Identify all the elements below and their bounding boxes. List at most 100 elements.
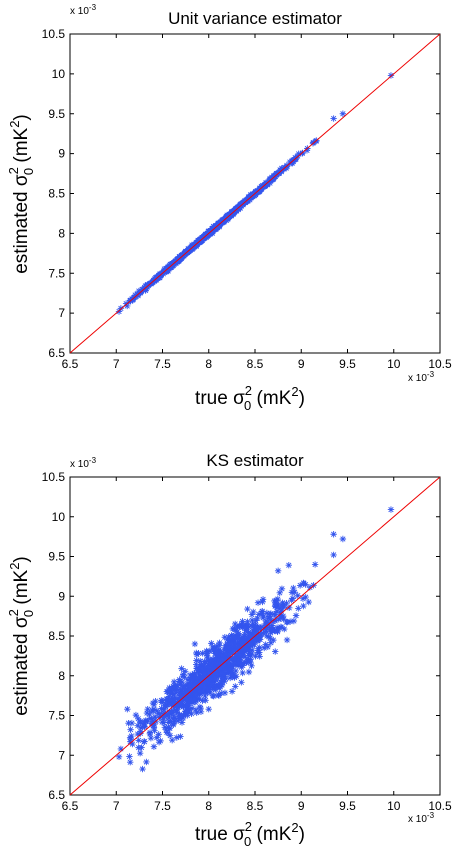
y-tick-label: 7.5 — [48, 266, 65, 280]
data-point — [263, 632, 271, 640]
data-point — [254, 599, 262, 606]
data-point — [227, 640, 234, 648]
data-point — [147, 734, 155, 742]
chart-unit-variance: Unit variance estimator 6.5 7 7.5 8 8.5 9 9.5 1… — [6, 3, 452, 413]
data-point — [180, 671, 187, 678]
y-tick-label: 9.5 — [48, 550, 65, 564]
data-point — [211, 678, 218, 685]
data-point — [160, 715, 167, 723]
data-point — [252, 622, 260, 629]
data-point — [173, 686, 180, 693]
data-point — [283, 618, 290, 626]
data-point — [190, 670, 198, 677]
data-point — [282, 164, 290, 171]
data-point — [278, 165, 285, 172]
data-point — [135, 744, 142, 751]
data-point — [249, 627, 257, 635]
data-point — [246, 631, 253, 638]
data-point — [152, 274, 159, 281]
data-point — [256, 653, 263, 660]
data-point — [273, 170, 280, 177]
data-point — [148, 720, 155, 727]
data-point — [310, 139, 317, 146]
data-point — [226, 637, 234, 645]
data-point — [169, 720, 177, 727]
data-point — [273, 608, 280, 615]
data-point — [330, 551, 337, 559]
data-point — [272, 602, 279, 609]
y-tick-label: 7 — [58, 748, 65, 762]
data-point — [171, 718, 178, 725]
data-point — [217, 683, 224, 691]
data-point — [239, 669, 246, 677]
data-point — [150, 743, 158, 750]
data-point — [221, 689, 229, 697]
data-point — [261, 644, 268, 652]
chart-title: KS estimator — [206, 451, 304, 470]
data-point — [235, 630, 242, 637]
data-point — [161, 713, 169, 720]
data-point — [252, 653, 259, 660]
data-point — [202, 663, 209, 671]
data-point — [240, 660, 247, 667]
data-point — [244, 618, 251, 625]
data-point — [275, 601, 282, 608]
data-point — [232, 633, 240, 641]
data-point — [137, 730, 144, 737]
data-point — [215, 648, 222, 656]
data-point — [197, 688, 204, 695]
data-point — [144, 717, 151, 725]
data-point — [179, 672, 187, 680]
data-point — [202, 679, 209, 686]
data-point — [115, 753, 123, 761]
data-point — [150, 724, 158, 731]
data-point — [201, 684, 208, 691]
data-point — [166, 732, 174, 739]
x-tick-label: 7 — [113, 357, 120, 371]
data-point — [339, 110, 347, 117]
data-point — [251, 638, 258, 645]
y-tick-label: 7 — [58, 306, 65, 320]
data-point — [208, 229, 215, 236]
data-point — [256, 644, 263, 651]
y-tick-label: 6.5 — [48, 346, 65, 360]
data-point — [149, 279, 157, 286]
data-point — [276, 589, 283, 597]
data-point — [216, 639, 223, 647]
data-point — [178, 665, 185, 672]
data-point — [195, 674, 202, 681]
data-point — [192, 691, 200, 698]
data-point — [266, 624, 273, 632]
data-point — [196, 703, 204, 711]
data-point — [177, 691, 185, 698]
data-point — [192, 673, 199, 680]
data-point — [169, 683, 177, 690]
data-point — [263, 609, 271, 617]
data-point — [222, 647, 229, 654]
data-point — [291, 588, 298, 596]
data-point — [249, 646, 256, 654]
data-point — [268, 622, 276, 629]
data-point — [141, 722, 148, 730]
x-tick-label: 9 — [298, 357, 305, 371]
data-point — [182, 668, 189, 675]
data-point — [124, 705, 131, 713]
data-point — [217, 647, 224, 655]
data-point — [205, 705, 212, 713]
data-point — [199, 664, 207, 672]
data-point — [193, 649, 200, 657]
data-point — [196, 684, 203, 692]
data-point — [229, 672, 236, 679]
data-point — [228, 665, 235, 672]
data-point — [239, 638, 246, 646]
data-point — [139, 765, 146, 773]
data-point — [177, 681, 184, 688]
data-point — [191, 698, 199, 706]
data-point — [272, 171, 279, 179]
y-tick-label: 8.5 — [48, 629, 65, 643]
data-point — [165, 717, 173, 725]
data-point — [174, 717, 182, 725]
data-point — [267, 610, 275, 617]
data-point — [222, 666, 229, 674]
data-point — [168, 685, 175, 692]
